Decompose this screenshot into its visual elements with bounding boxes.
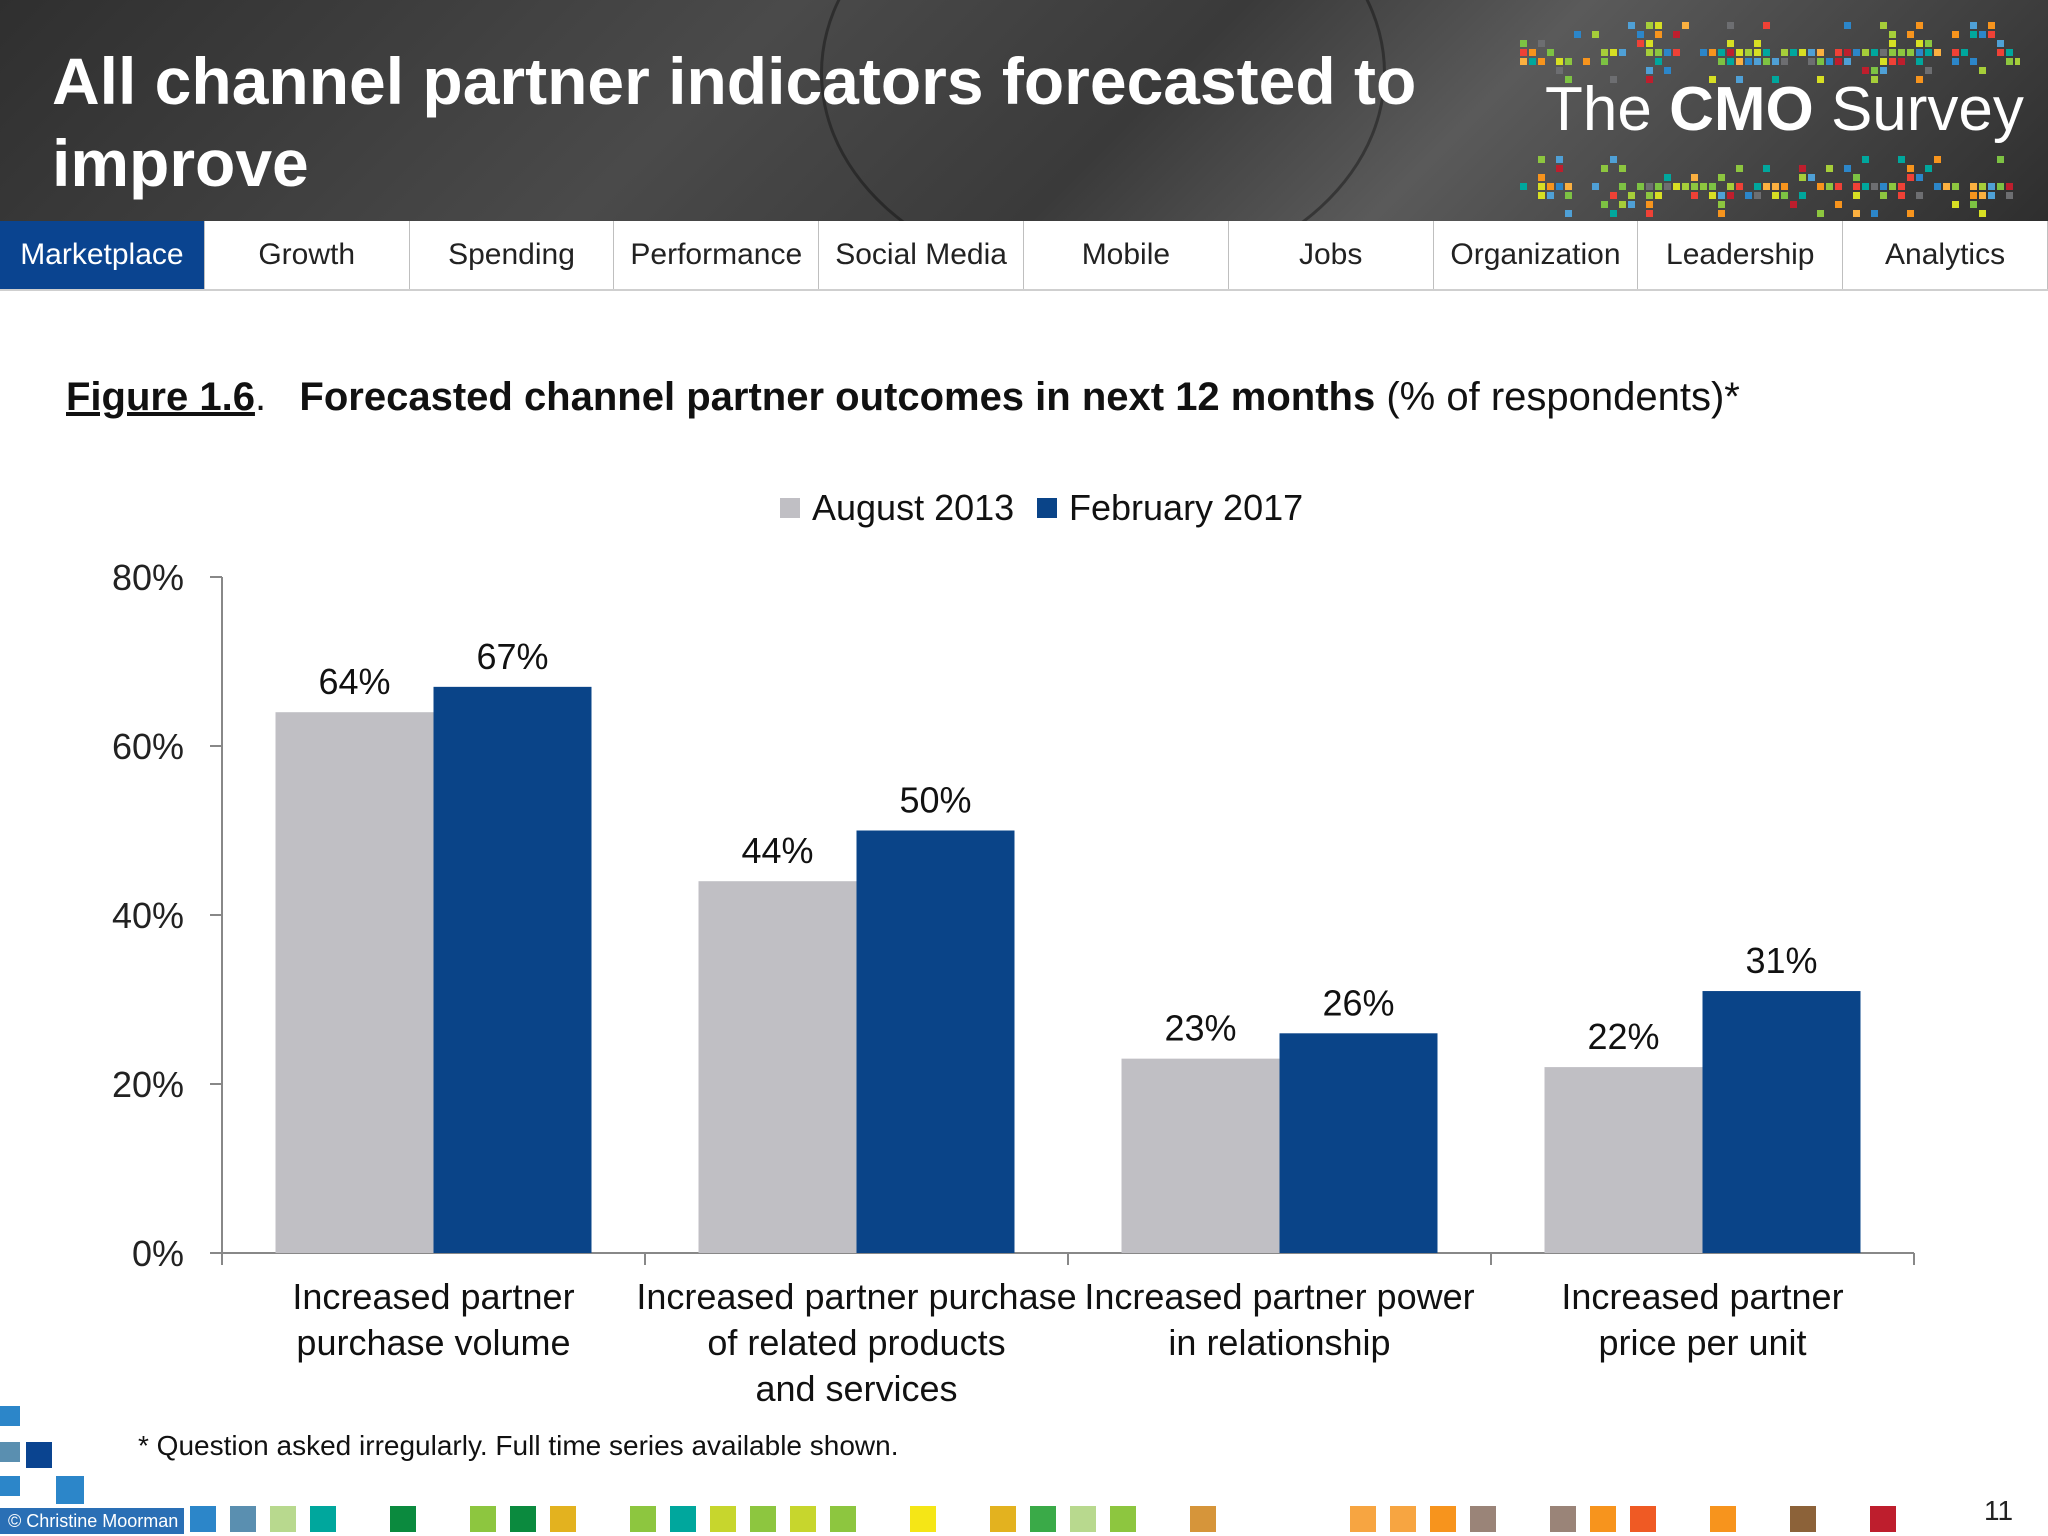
data-label: 64% <box>318 661 390 702</box>
tab-performance[interactable]: Performance <box>614 221 820 289</box>
data-label: 50% <box>899 780 971 821</box>
bar-2-2 <box>856 830 1015 1253</box>
data-label: 31% <box>1745 940 1817 981</box>
data-label: 22% <box>1587 1016 1659 1057</box>
bar-chart: August 2013 February 2017 0% 20% 40% 60% 80% 64… <box>112 487 1915 1409</box>
page-title: All channel partner indicators forecaste… <box>52 44 1417 200</box>
category-label: in relationship <box>1168 1322 1390 1363</box>
data-label: 44% <box>741 830 813 871</box>
y-tick-label: 80% <box>112 557 184 598</box>
logo-pixel-band-bottom <box>1520 156 2013 217</box>
category-label: Increased partner <box>1561 1276 1843 1317</box>
footnote: * Question asked irregularly. Full time … <box>138 1430 899 1461</box>
data-label: 26% <box>1322 982 1394 1023</box>
tab-leadership[interactable]: Leadership <box>1638 221 1844 289</box>
y-tick-label: 60% <box>112 726 184 767</box>
figure-title: Figure 1.6. Forecasted channel partner o… <box>66 375 1740 419</box>
category-label: Increased partner <box>292 1276 574 1317</box>
legend-label-1: August 2013 <box>812 487 1014 528</box>
category-label: price per unit <box>1598 1322 1806 1363</box>
category-label: Increased partner purchase <box>636 1276 1076 1317</box>
category-label: of related products <box>707 1322 1005 1363</box>
tab-analytics[interactable]: Analytics <box>1843 221 2048 289</box>
tab-organization[interactable]: Organization <box>1434 221 1639 289</box>
y-tick-label: 20% <box>112 1064 184 1105</box>
legend-label-2: February 2017 <box>1069 487 1303 528</box>
tab-mobile[interactable]: Mobile <box>1024 221 1229 289</box>
category-label: Increased partner power <box>1084 1276 1474 1317</box>
footer-color-squares <box>0 1406 1896 1532</box>
tab-marketplace[interactable]: Marketplace <box>0 221 205 289</box>
page-number: 11 <box>1984 1495 2014 1526</box>
header-banner: All channel partner indicators forecaste… <box>0 0 2048 221</box>
data-label: 67% <box>476 636 548 677</box>
bar-1-2 <box>698 881 857 1253</box>
tab-social-media[interactable]: Social Media <box>819 221 1024 289</box>
bar-1-4 <box>1544 1067 1703 1253</box>
category-label: purchase volume <box>296 1322 570 1363</box>
section-tab-bar: Marketplace Growth Spending Performance Soci… <box>0 221 2048 291</box>
tab-growth[interactable]: Growth <box>205 221 410 289</box>
category-label: and services <box>755 1368 957 1409</box>
bar-2-3 <box>1279 1033 1438 1253</box>
logo-pixel-band-top <box>1520 22 2020 83</box>
tab-spending[interactable]: Spending <box>410 221 615 289</box>
cmo-survey-logo: The CMO Survey <box>1545 75 2024 144</box>
legend-swatch-1 <box>780 498 800 518</box>
bar-2-4 <box>1702 991 1861 1253</box>
bar-2-1 <box>433 686 592 1253</box>
bar-1-3 <box>1121 1058 1280 1253</box>
tab-jobs[interactable]: Jobs <box>1229 221 1434 289</box>
data-label: 23% <box>1164 1008 1236 1049</box>
y-tick-label: 40% <box>112 895 184 936</box>
bar-1-1 <box>275 712 434 1253</box>
y-tick-label: 0% <box>132 1233 184 1274</box>
legend-swatch-2 <box>1037 498 1057 518</box>
copyright: © Christine Moorman <box>0 1508 184 1534</box>
